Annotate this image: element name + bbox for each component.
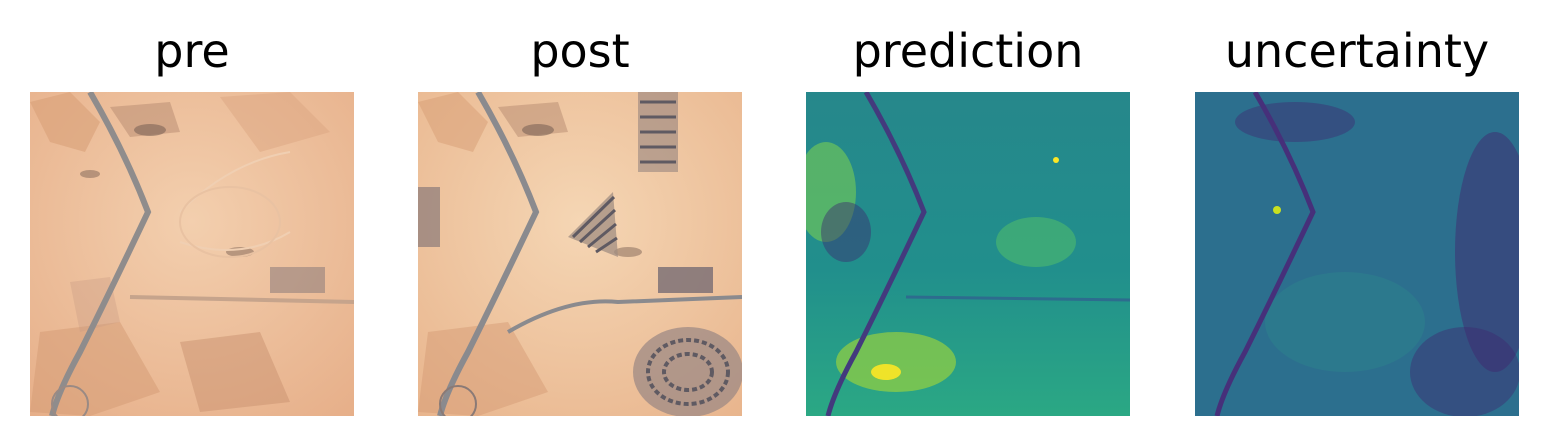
pre-image [30,92,354,416]
prediction-road [825,92,927,416]
pre-shadow-3 [80,170,100,178]
panel-post: post [418,0,742,446]
pre-ring [179,186,281,258]
prediction-cross [905,295,1130,302]
uncertainty-image [1195,92,1519,416]
panel-title-post: post [530,24,630,78]
prediction-point [1053,157,1059,163]
post-neighborhood-fan-rows [571,195,618,254]
pre-block [270,267,325,293]
pre-cross-road [129,295,354,304]
pre-main-road [49,92,152,416]
panel-pre: pre [30,0,354,446]
uncertainty-neighborhood [1410,327,1519,416]
panel-uncertainty: uncertainty [1195,0,1519,446]
prediction-image [806,92,1130,416]
post-west-block [418,187,440,247]
post-image [418,92,742,416]
post-shadow-2 [614,247,642,257]
panel-title-pre: pre [154,24,230,78]
prediction-hot-right [996,217,1076,267]
uncertainty-peak [1273,206,1281,214]
uncertainty-mid [1265,272,1425,372]
pre-track-1 [179,151,291,213]
post-new-road [506,295,742,334]
prediction-cold-1 [821,202,871,262]
uncertainty-dark-1 [1455,132,1519,372]
post-rock-1 [418,92,488,152]
pre-circle [51,385,89,416]
post-block-1 [658,267,713,293]
post-circle [439,385,477,416]
panel-prediction: prediction [806,0,1130,446]
pre-rock-1 [30,92,100,152]
pre-shadow-1 [134,124,166,136]
panel-title-prediction: prediction [852,24,1084,78]
post-neighborhood-bottom-ring-1 [646,338,730,406]
post-houses-rows [640,100,676,164]
post-shadow-1 [522,124,554,136]
uncertainty-dark-2 [1235,102,1355,142]
pre-rock-3 [220,92,330,152]
uncertainty-road [1214,92,1316,416]
prediction-hot-left [806,142,856,242]
prediction-peak [871,364,901,380]
panel-title-uncertainty: uncertainty [1224,24,1490,78]
post-main-road [437,92,540,416]
prediction-hot-bottom [836,332,956,392]
pre-rock-5 [180,332,290,412]
post-neighborhood-bottom-ring-2 [662,352,714,392]
